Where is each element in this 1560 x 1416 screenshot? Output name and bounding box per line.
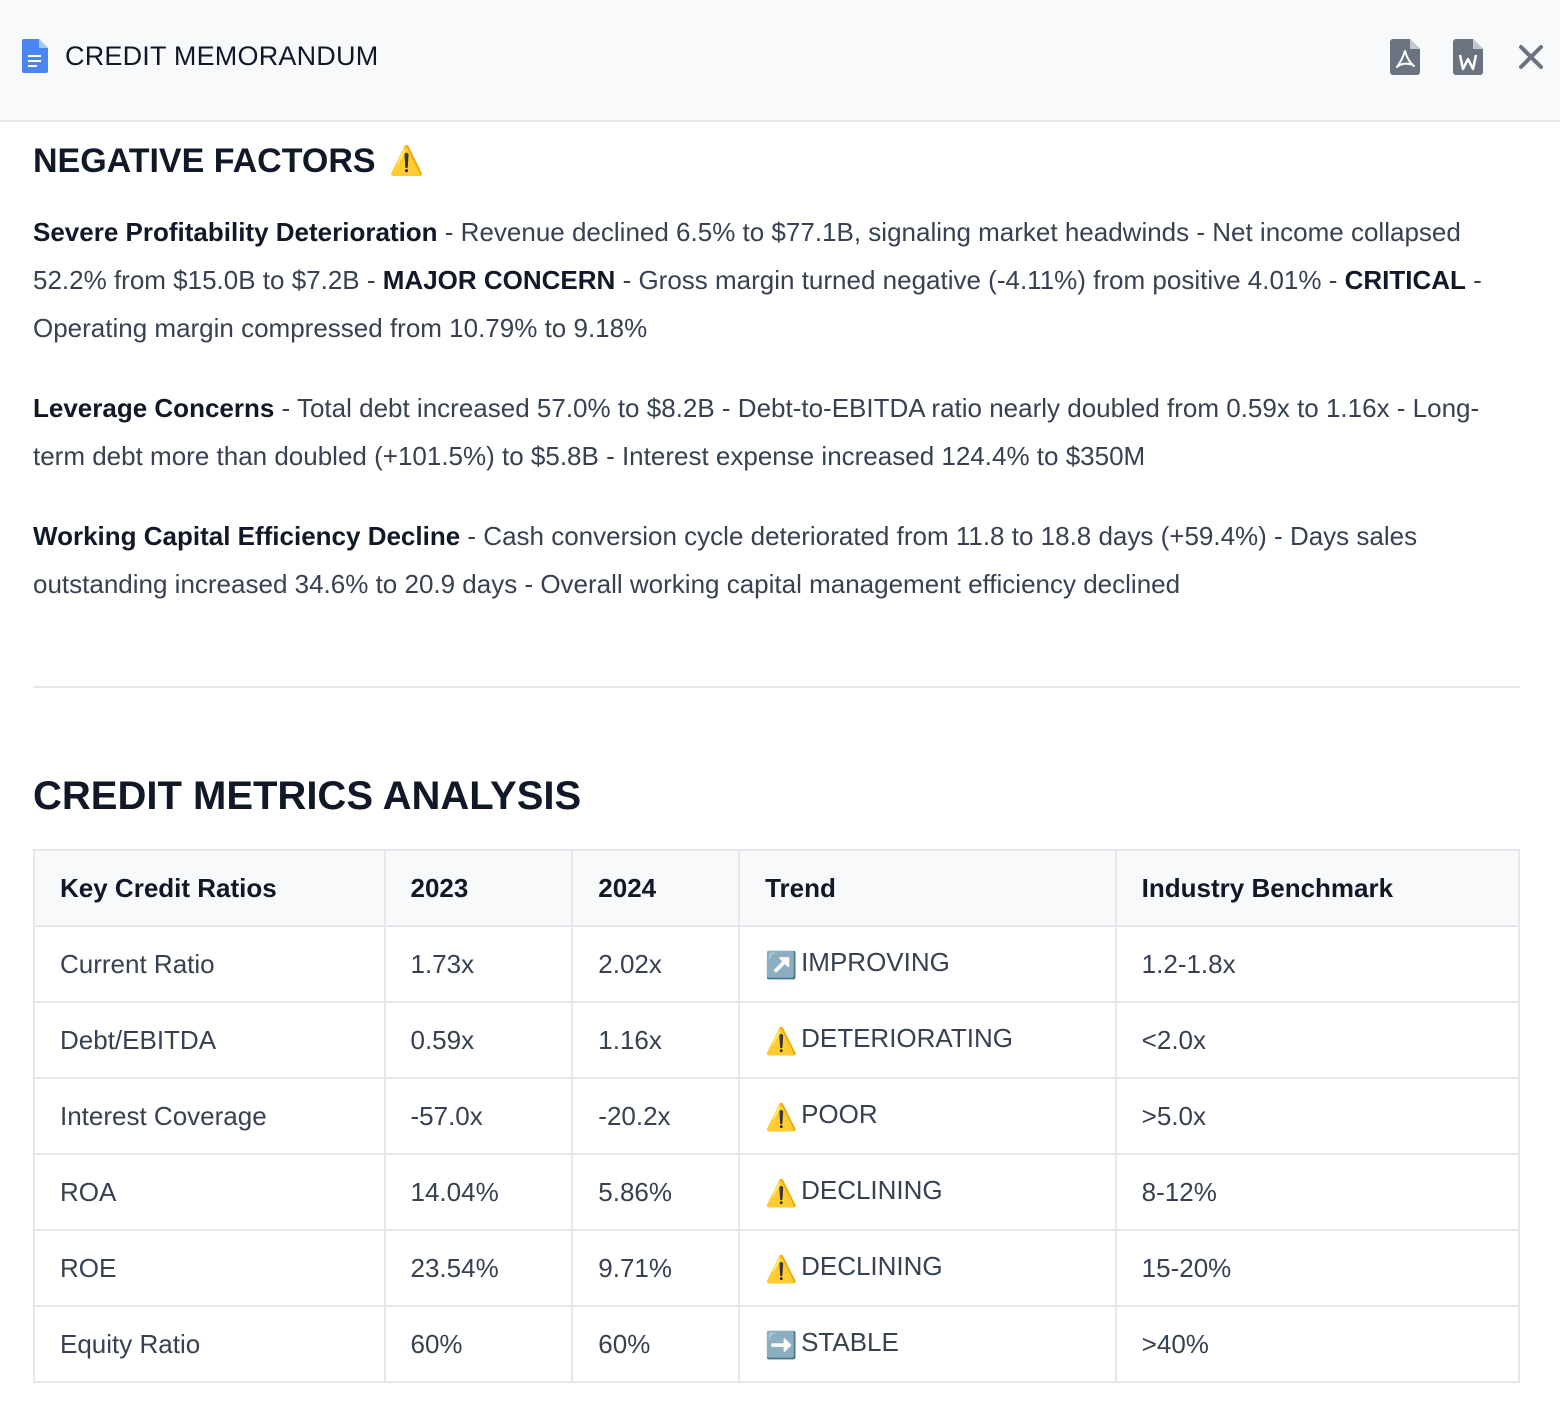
factor-text: - Gross margin turned negative (-4.11%) … — [615, 265, 1345, 295]
value-2024: 1.16x — [571, 1001, 741, 1079]
column-header: 2024 — [571, 849, 741, 927]
value-2023: 23.54% — [383, 1229, 574, 1307]
ratio-name: ROA — [33, 1153, 386, 1231]
factor-paragraph-leverage: Leverage Concerns - Total debt increased… — [33, 384, 1520, 480]
value-2023: 14.04% — [383, 1153, 574, 1231]
ratio-name: ROE — [33, 1229, 386, 1307]
factor-text: - Cash conversion cycle deteriorated fro… — [33, 521, 1418, 599]
ratio-name: Equity Ratio — [33, 1305, 386, 1383]
factor-paragraph-profitability: Severe Profitability Deterioration - Rev… — [33, 208, 1520, 352]
factor-lead: Working Capital Efficiency Decline — [33, 521, 461, 551]
table-row: Interest Coverage -57.0x -20.2x ⚠️ POOR >… — [33, 1077, 1521, 1155]
column-header: Industry Benchmark — [1114, 849, 1521, 927]
ratio-name: Interest Coverage — [33, 1077, 386, 1155]
value-2023: -57.0x — [383, 1077, 574, 1155]
benchmark-value: >40% — [1114, 1305, 1521, 1383]
warning-icon: ⚠️ — [765, 1102, 798, 1132]
right-arrow-icon: ➡️ — [765, 1330, 798, 1360]
negative-factors-heading-text: NEGATIVE FACTORS — [33, 142, 376, 180]
table-row: Current Ratio 1.73x 2.02x ↗️ IMPROVING 1.… — [33, 925, 1521, 1003]
up-right-arrow-icon: ↗️ — [765, 950, 798, 980]
table-row: Equity Ratio 60% 60% ➡️ STABLE >40% — [33, 1305, 1521, 1383]
close-icon[interactable] — [1516, 42, 1546, 72]
trend-label: POOR — [801, 1099, 878, 1129]
benchmark-value: 15-20% — [1114, 1229, 1521, 1307]
negative-factors-heading: NEGATIVE FACTORS ⚠️ — [33, 142, 424, 181]
benchmark-value: 8-12% — [1114, 1153, 1521, 1231]
factor-lead: Leverage Concerns — [33, 393, 275, 423]
value-2023: 1.73x — [383, 925, 574, 1003]
section-divider — [33, 686, 1520, 688]
column-header: Key Credit Ratios — [33, 849, 386, 927]
critical-flag: CRITICAL — [1344, 265, 1466, 295]
trend-label: IMPROVING — [801, 947, 950, 977]
value-2024: -20.2x — [571, 1077, 741, 1155]
trend-label: DETERIORATING — [801, 1023, 1013, 1053]
memo-header: CREDIT MEMORANDUM — [0, 0, 1560, 122]
trend-label: DECLINING — [801, 1251, 943, 1281]
trend-cell: ⚠️ POOR — [738, 1077, 1117, 1155]
benchmark-value: 1.2-1.8x — [1114, 925, 1521, 1003]
warning-icon: ⚠️ — [765, 1254, 798, 1284]
factor-text: - Operating margin compressed from 10.79… — [33, 265, 1482, 343]
trend-cell: ⚠️ DECLINING — [738, 1153, 1117, 1231]
warning-icon: ⚠️ — [765, 1178, 798, 1208]
table-row: ROA 14.04% 5.86% ⚠️ DECLINING 8-12% — [33, 1153, 1521, 1231]
table-header-row: Key Credit Ratios 2023 2024 Trend Indust… — [33, 849, 1521, 927]
pdf-export-icon[interactable] — [1390, 39, 1420, 75]
value-2024: 60% — [571, 1305, 741, 1383]
value-2023: 60% — [383, 1305, 574, 1383]
factor-lead: Severe Profitability Deterioration — [33, 217, 438, 247]
value-2024: 2.02x — [571, 925, 741, 1003]
benchmark-value: <2.0x — [1114, 1001, 1521, 1079]
value-2024: 5.86% — [571, 1153, 741, 1231]
ratio-name: Debt/EBITDA — [33, 1001, 386, 1079]
page-title: CREDIT MEMORANDUM — [65, 41, 379, 71]
value-2024: 9.71% — [571, 1229, 741, 1307]
warning-icon: ⚠️ — [765, 1026, 798, 1056]
table-row: ROE 23.54% 9.71% ⚠️ DECLINING 15-20% — [33, 1229, 1521, 1307]
trend-cell: ➡️ STABLE — [738, 1305, 1117, 1383]
benchmark-value: >5.0x — [1114, 1077, 1521, 1155]
word-export-icon[interactable] — [1453, 39, 1483, 75]
major-concern-flag: MAJOR CONCERN — [382, 265, 616, 295]
document-icon — [22, 39, 48, 73]
trend-cell: ↗️ IMPROVING — [738, 925, 1117, 1003]
factor-text: - Total debt increased 57.0% to $8.2B - … — [33, 393, 1480, 471]
credit-metrics-heading: CREDIT METRICS ANALYSIS — [33, 774, 582, 818]
trend-cell: ⚠️ DETERIORATING — [738, 1001, 1117, 1079]
warning-icon: ⚠️ — [389, 145, 424, 176]
ratio-name: Current Ratio — [33, 925, 386, 1003]
trend-label: DECLINING — [801, 1175, 943, 1205]
credit-metrics-table: Key Credit Ratios 2023 2024 Trend Indust… — [33, 849, 1521, 1383]
factor-text: - Revenue declined 6.5% to $77.1B, signa… — [33, 217, 1461, 295]
factor-paragraph-working-capital: Working Capital Efficiency Decline - Cas… — [33, 512, 1520, 608]
trend-cell: ⚠️ DECLINING — [738, 1229, 1117, 1307]
column-header: Trend — [738, 849, 1117, 927]
value-2023: 0.59x — [383, 1001, 574, 1079]
trend-label: STABLE — [801, 1327, 899, 1357]
table-row: Debt/EBITDA 0.59x 1.16x ⚠️ DETERIORATING … — [33, 1001, 1521, 1079]
column-header: 2023 — [383, 849, 574, 927]
